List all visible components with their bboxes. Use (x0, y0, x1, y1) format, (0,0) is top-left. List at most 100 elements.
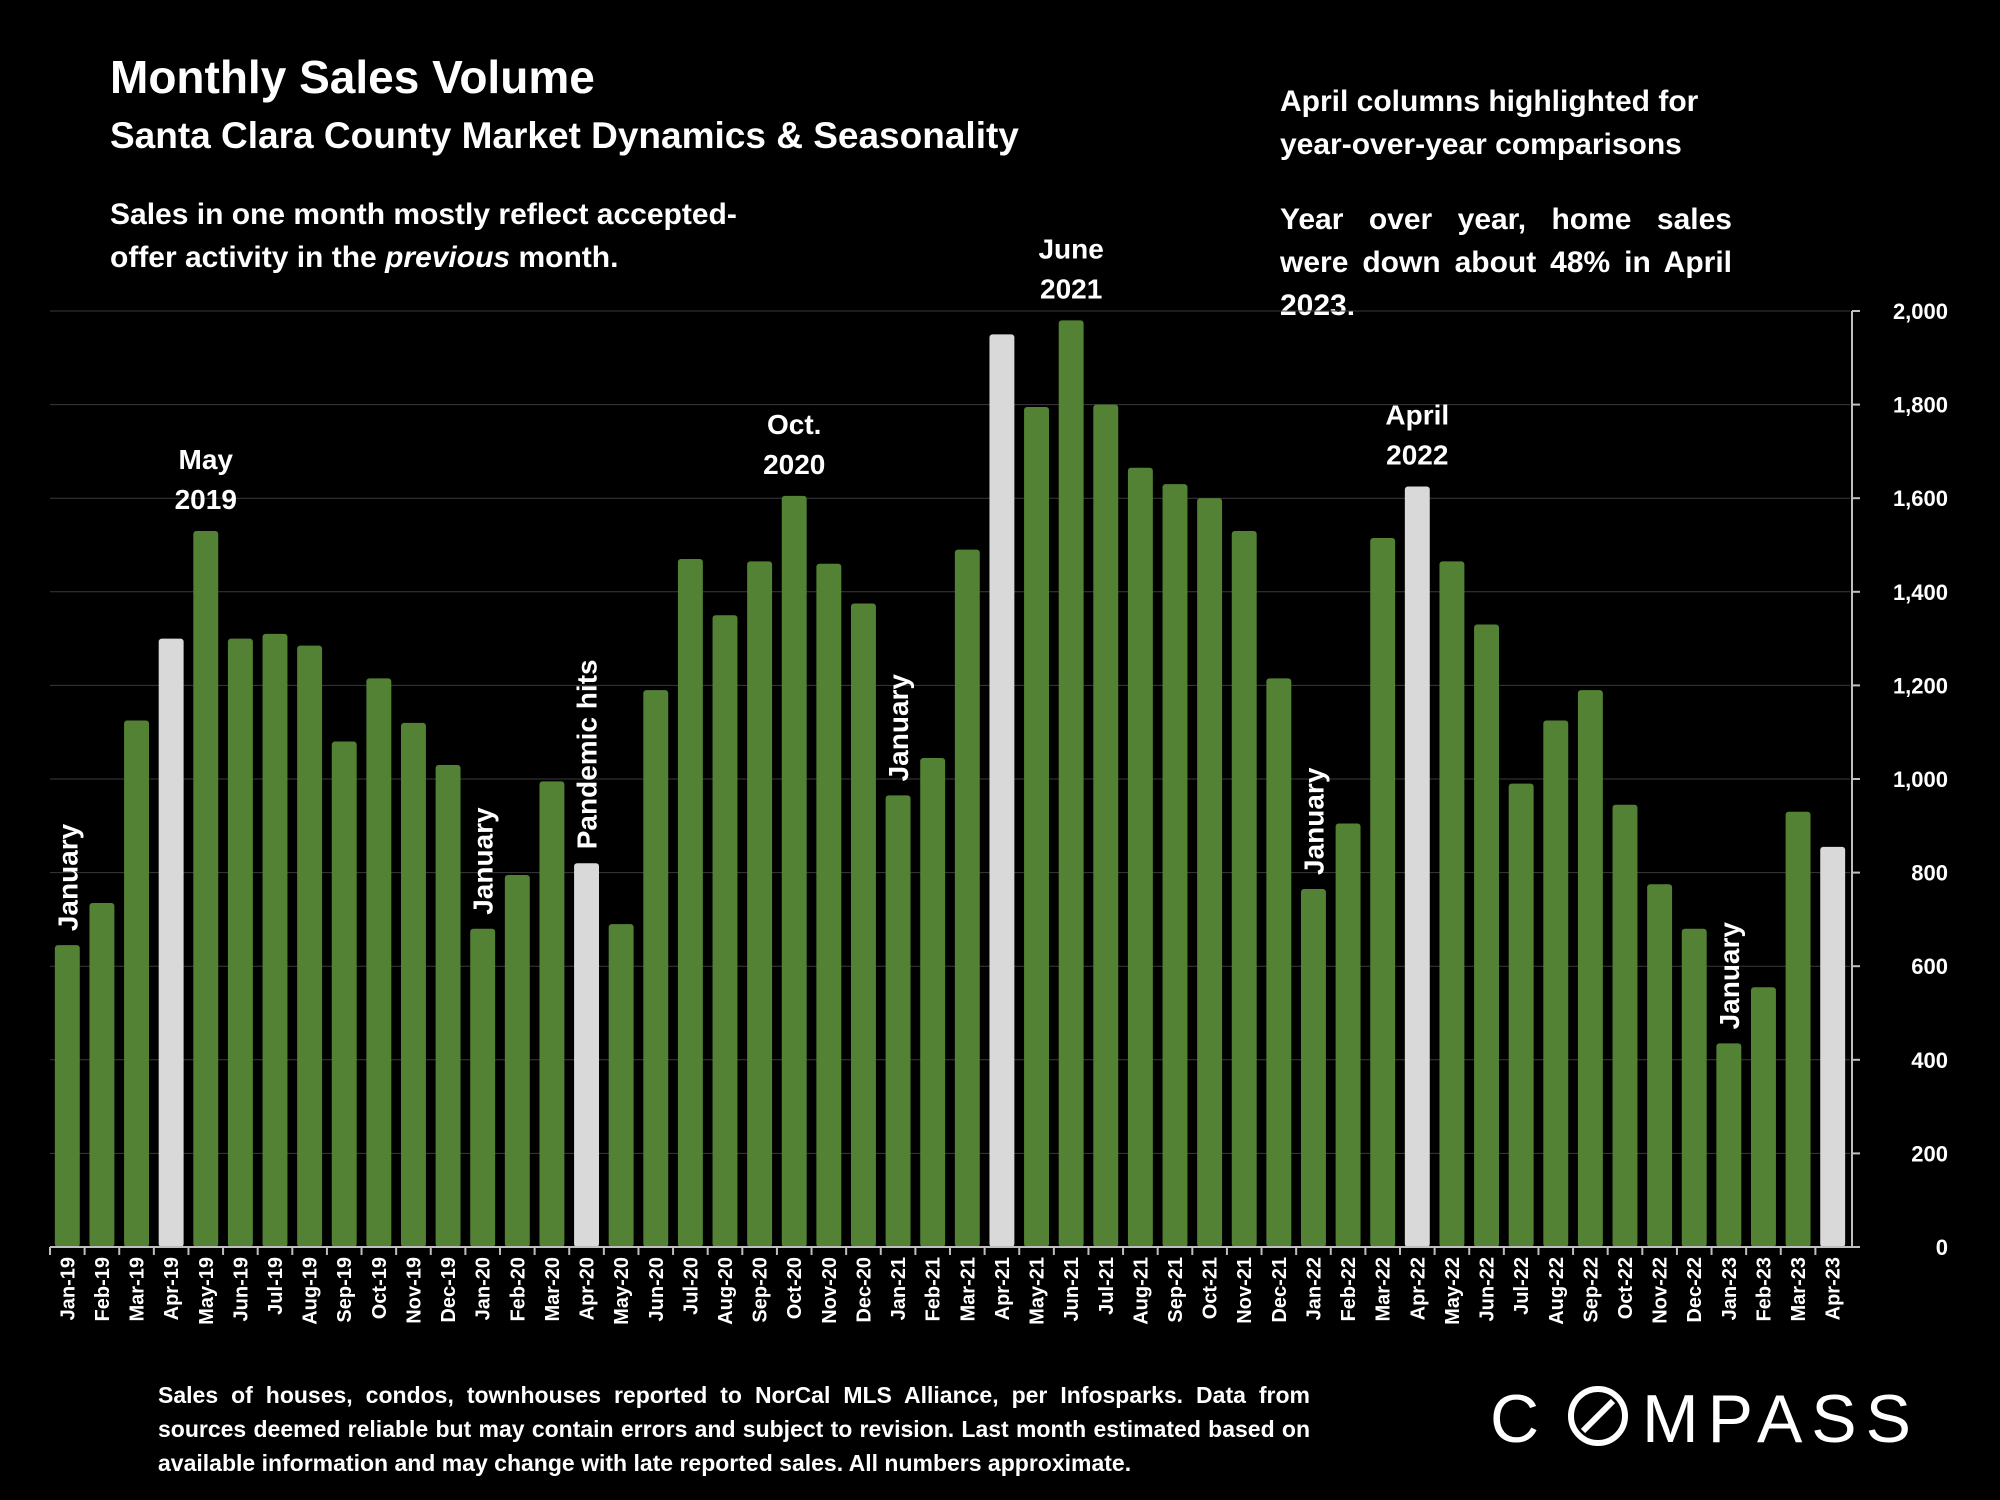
x-tick-label: Apr-21 (992, 1257, 1014, 1320)
bar-Apr-22 (1404, 486, 1430, 1247)
x-tick-label: Aug-19 (300, 1257, 322, 1325)
x-tick-label: Jun-19 (230, 1257, 252, 1321)
bar-Jun-22 (1474, 624, 1499, 1247)
bar-Feb-19 (89, 903, 115, 1247)
y-tick-label: 200 (1911, 1141, 1948, 1166)
annotation-label: June (1038, 233, 1103, 264)
x-tick-label: Dec-19 (438, 1257, 460, 1323)
x-tick-label: Oct-19 (369, 1257, 391, 1319)
x-tick-label: Mar-23 (1788, 1257, 1810, 1321)
annotation-label: January (1298, 767, 1329, 875)
y-tick-label: 1,600 (1893, 486, 1948, 511)
note-right-p1-line2: year-over-year comparisons (1280, 128, 1682, 161)
compass-logo: C MPASS (1490, 1378, 1930, 1463)
x-tick-label: Mar-22 (1373, 1257, 1395, 1321)
x-tick-label: Sep-19 (334, 1257, 356, 1323)
bar-Nov-20 (816, 563, 842, 1247)
x-tick-label: Nov-19 (403, 1257, 425, 1324)
bar-Oct-19 (366, 678, 392, 1247)
x-tick-label: Sep-20 (750, 1257, 772, 1323)
source-footnote: Sales of houses, condos, townhouses repo… (158, 1382, 1310, 1476)
bar-Oct-20 (781, 495, 807, 1247)
x-tick-label: Jan-21 (888, 1257, 910, 1320)
annotation-label: Oct. (767, 409, 821, 440)
bar-Jun-19 (227, 638, 253, 1247)
x-tick-label: Jan-20 (473, 1257, 495, 1320)
x-tick-label: Dec-21 (1269, 1257, 1291, 1323)
x-tick-label: May-20 (611, 1257, 633, 1325)
y-tick-label: 0 (1936, 1235, 1948, 1260)
bar-Jun-21 (1058, 320, 1084, 1247)
annotation-label: 2019 (175, 484, 237, 515)
bar-Nov-21 (1231, 530, 1257, 1247)
x-tick-label: Nov-21 (1234, 1257, 1256, 1324)
x-tick-label: Jun-21 (1061, 1257, 1083, 1321)
bar-Sep-21 (1162, 484, 1188, 1247)
annotation-label: 2021 (1040, 273, 1102, 304)
bar-Jul-22 (1508, 783, 1534, 1247)
note-right-p1-line1: April columns highlighted for (1280, 85, 1699, 118)
y-tick-label: 1,000 (1893, 767, 1948, 792)
x-tick-label: Aug-20 (715, 1257, 737, 1325)
bar-May-22 (1439, 561, 1465, 1247)
bar-Feb-21 (920, 757, 946, 1247)
annotation-label: 2020 (763, 449, 825, 480)
x-tick-label: Jul-19 (265, 1257, 287, 1315)
annotation-label: January (52, 823, 83, 931)
bar-Dec-19 (435, 764, 461, 1247)
note-right: April columns highlighted for year-over-… (1280, 80, 1732, 327)
bar-Dec-22 (1681, 928, 1707, 1247)
x-tick-label: Jun-20 (646, 1257, 668, 1321)
bars (54, 320, 1846, 1248)
annotation-label: Pandemic hits (572, 659, 603, 849)
x-tick-label: Nov-22 (1650, 1257, 1672, 1324)
annotation-label: April (1385, 400, 1449, 431)
x-tick-label: Jul-21 (1096, 1257, 1118, 1315)
bar-Oct-21 (1197, 498, 1223, 1247)
annotation-label: January (883, 674, 914, 782)
bar-Mar-23 (1785, 811, 1811, 1247)
x-tick-label: Aug-22 (1546, 1257, 1568, 1325)
bar-Feb-23 (1751, 987, 1776, 1247)
x-tick-label: Jul-20 (680, 1257, 702, 1315)
x-tick-label: Feb-19 (92, 1257, 114, 1321)
x-tick-label: Oct-22 (1615, 1257, 1637, 1319)
x-tick-label: Mar-21 (957, 1257, 979, 1321)
bar-Feb-22 (1335, 823, 1361, 1247)
note-left-line1: Sales in one month mostly reflect accept… (110, 198, 737, 231)
bar-May-19 (193, 530, 219, 1247)
y-tick-label: 800 (1911, 861, 1948, 886)
x-tick-label: Feb-21 (923, 1257, 945, 1321)
bar-Mar-20 (539, 781, 565, 1247)
x-tick-label: Oct-20 (784, 1257, 806, 1319)
bar-Aug-19 (297, 645, 323, 1247)
y-tick-label: 1,400 (1893, 580, 1948, 605)
note-left-line2-post: month. (510, 241, 619, 274)
x-tick-label: Apr-19 (161, 1257, 183, 1320)
x-tick-label: Aug-21 (1130, 1257, 1152, 1325)
bar-Apr-23 (1820, 846, 1846, 1247)
annotation-label: January (1714, 922, 1745, 1030)
x-tick-label: Mar-19 (127, 1257, 149, 1321)
bar-Jan-22 (1301, 888, 1326, 1247)
bar-Jan-20 (470, 928, 496, 1247)
x-tick-label: Feb-23 (1753, 1257, 1775, 1321)
x-tick-label: Jan-23 (1719, 1257, 1741, 1320)
axes: 0 200 400 600 800 1,000 1,200 1,400 1,600 1,800 2,… (49, 299, 1948, 1325)
y-tick-label: 600 (1911, 954, 1948, 979)
bar-Sep-19 (331, 741, 357, 1247)
x-tick-label: Nov-20 (819, 1257, 841, 1324)
x-tick-label: Feb-22 (1338, 1257, 1360, 1321)
bar-Mar-21 (954, 549, 980, 1247)
bar-Jul-20 (677, 559, 703, 1247)
bar-Aug-21 (1127, 467, 1153, 1247)
x-tick-label: Sep-21 (1165, 1257, 1187, 1323)
x-tick-label: Dec-20 (853, 1257, 875, 1323)
bar-Jul-21 (1093, 404, 1119, 1248)
bar-Nov-19 (401, 722, 426, 1247)
bar-Jan-19 (54, 945, 80, 1247)
x-tick-label: Jan-19 (57, 1257, 79, 1320)
x-tick-label: May-21 (1027, 1257, 1049, 1325)
x-tick-label: Jan-22 (1303, 1257, 1325, 1320)
bar-Apr-20 (574, 863, 599, 1247)
